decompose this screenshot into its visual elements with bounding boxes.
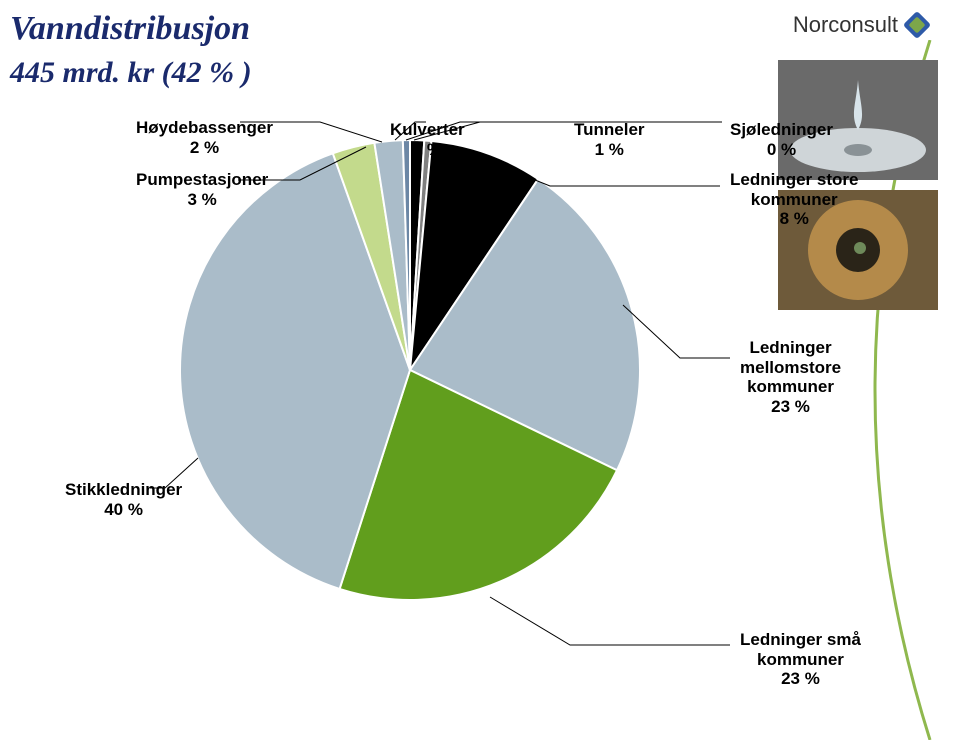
pie-label-5: Stikkledninger40 % <box>65 480 182 519</box>
pie-label-2: Ledninger storekommuner8 % <box>730 170 858 229</box>
pie-label-7: Høydebassenger2 % <box>136 118 273 157</box>
pie-chart: Tunneler1 %Sjøledninger0 %Ledninger stor… <box>170 130 650 610</box>
brand-mark-icon <box>904 12 930 38</box>
pie-label-4: Ledninger småkommuner23 % <box>740 630 861 689</box>
brand-logo: Norconsult <box>793 12 930 38</box>
pie-label-3: Ledningermellomstorekommuner23 % <box>740 338 841 416</box>
pie-label-6: Pumpestasjoner3 % <box>136 170 268 209</box>
pie-label-0: Tunneler1 % <box>574 120 645 159</box>
pie-label-1: Sjøledninger0 % <box>730 120 833 159</box>
brand-text: Norconsult <box>793 12 898 38</box>
pie-label-8: Kulverter0 % <box>390 120 465 159</box>
page-title: Vanndistribusjon <box>10 10 250 48</box>
page-subtitle: 445 mrd. kr (42 % ) <box>10 56 252 90</box>
